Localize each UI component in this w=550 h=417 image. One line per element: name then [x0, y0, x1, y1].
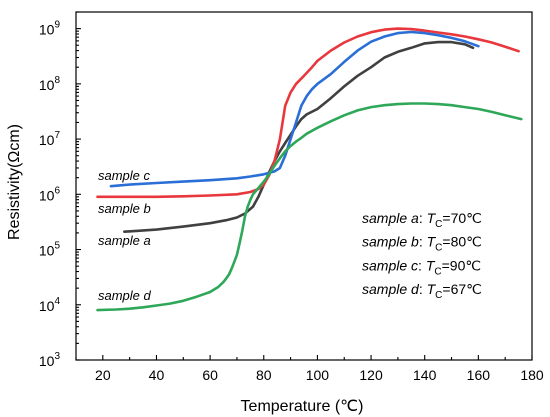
series-layer	[96, 27, 523, 312]
legend-entry-sample-c: sample c: TC=90℃	[362, 257, 481, 277]
y-tick-label: 105	[39, 241, 61, 259]
x-tick-label: 100	[306, 367, 330, 383]
y-axis-title: Resistivity(Ωcm)	[6, 124, 23, 240]
x-tick-label: 160	[467, 367, 491, 383]
series-line-sample-d	[96, 102, 523, 312]
annotation-sample-a: sample a	[98, 233, 151, 248]
y-tick-label: 107	[39, 130, 61, 148]
x-tick-label: 120	[359, 367, 383, 383]
ticks-layer: 20 40 60 80 100 120 140 160 180 103 104 105 106 107 10…	[39, 11, 544, 383]
x-tick-label: 80	[256, 367, 272, 383]
x-tick-label: 140	[413, 367, 437, 383]
series-line-sample-b	[96, 27, 520, 199]
x-tick-label: 20	[95, 367, 111, 383]
y-tick-label: 108	[39, 75, 61, 93]
series-annotations: sample a sample b sample c sample d	[98, 168, 152, 303]
y-tick-label: 103	[39, 351, 61, 369]
x-axis-title: Temperature (℃)	[241, 398, 364, 415]
legend-entry-sample-d: sample d: TC=67℃	[362, 281, 482, 301]
legend-entry-sample-b: sample b: TC=80℃	[362, 234, 482, 254]
plot-area	[75, 11, 533, 361]
tc-legend: sample a: TC=70℃ sample b: TC=80℃ sample c…	[362, 210, 482, 301]
x-tick-label: 180	[520, 367, 544, 383]
y-tick-label: 109	[39, 20, 61, 38]
y-tick-label: 106	[39, 185, 61, 203]
legend-entry-sample-a: sample a: TC=70℃	[362, 210, 482, 230]
series-line-sample-c	[109, 30, 480, 188]
x-tick-label: 40	[149, 367, 165, 383]
annotation-sample-d: sample d	[98, 288, 152, 303]
annotation-sample-b: sample b	[98, 201, 151, 216]
y-tick-label: 104	[39, 296, 61, 314]
x-tick-label: 60	[202, 367, 218, 383]
series-line-sample-a	[123, 40, 475, 233]
annotation-sample-c: sample c	[98, 168, 151, 183]
plot-frame	[75, 11, 533, 361]
